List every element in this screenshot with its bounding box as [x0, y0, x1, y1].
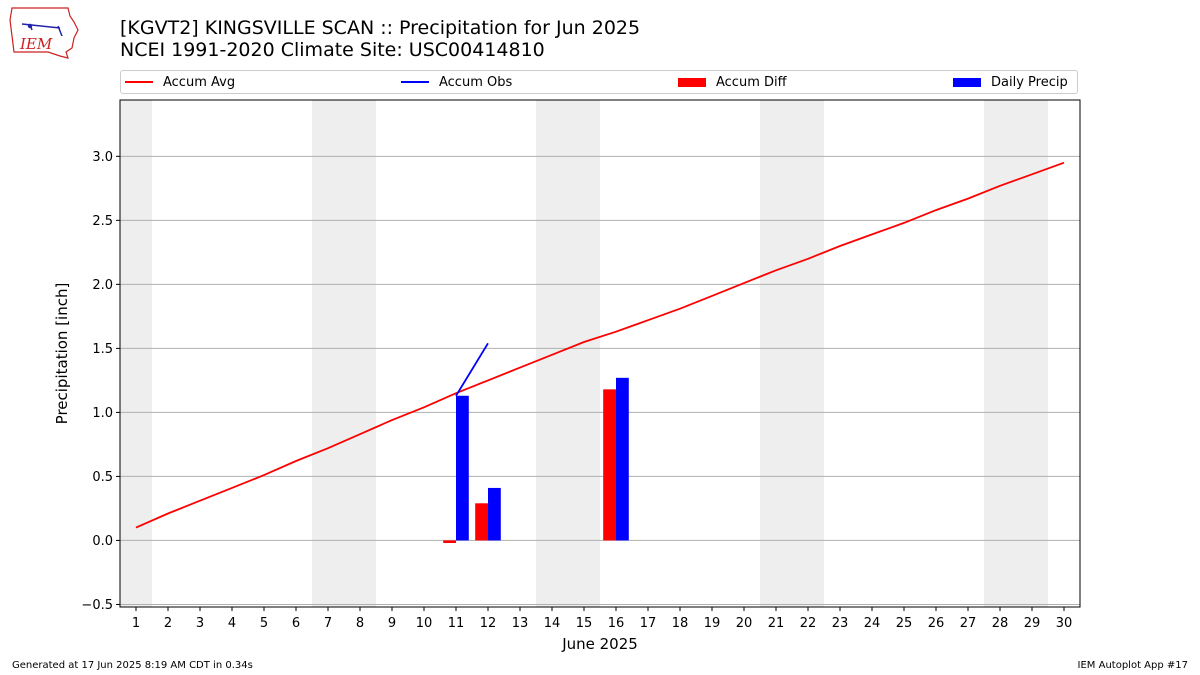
- bar-accum-diff-12: [475, 503, 488, 541]
- x-tick-label-28: 28: [992, 616, 1009, 631]
- y-tick-label-1: 0.0: [92, 534, 113, 549]
- x-tick-label-29: 29: [1024, 616, 1041, 631]
- legend: Accum Avg Accum Obs Accum Diff Daily Pre…: [120, 70, 1078, 94]
- y-tick-label-5: 2.0: [92, 278, 113, 293]
- x-tick-label-24: 24: [864, 616, 881, 631]
- weekend-band-1: [312, 100, 376, 607]
- y-tick-label-2: 0.5: [92, 470, 113, 485]
- x-tick-label-10: 10: [416, 616, 433, 631]
- line-accum-avg: [135, 161, 1065, 529]
- legend-label-accum-obs: Accum Obs: [439, 74, 513, 90]
- x-tick-label-21: 21: [768, 616, 785, 631]
- x-tick-label-7: 7: [324, 616, 332, 631]
- x-tick-label-1: 1: [132, 616, 140, 631]
- x-tick-label-6: 6: [292, 616, 300, 631]
- x-tick-label-12: 12: [480, 616, 497, 631]
- weekend-band-2: [536, 100, 600, 607]
- chart-title: [KGVT2] KINGSVILLE SCAN :: Precipitation…: [120, 17, 641, 39]
- y-tick-label-6: 2.5: [92, 214, 113, 229]
- x-tick-label-4: 4: [228, 616, 236, 631]
- legend-swatch-accum-avg: [125, 81, 153, 83]
- bar-accum-diff-11: [443, 540, 456, 543]
- weekend-band-3: [760, 100, 824, 607]
- x-tick-label-26: 26: [928, 616, 945, 631]
- x-tick-label-2: 2: [164, 616, 172, 631]
- plot-frame: [119, 99, 1081, 608]
- x-tick-label-25: 25: [896, 616, 913, 631]
- x-tick-label-23: 23: [832, 616, 849, 631]
- weekend-band-0: [120, 100, 152, 607]
- x-tick-label-9: 9: [388, 616, 396, 631]
- x-tick-label-3: 3: [196, 616, 204, 631]
- x-tick-label-30: 30: [1056, 616, 1073, 631]
- bar-daily-precip-11: [456, 395, 469, 541]
- legend-item-accum-avg: Accum Avg: [125, 73, 235, 91]
- line-accum-obs: [455, 342, 489, 397]
- y-tick-label-0: −0.5: [81, 598, 113, 613]
- x-tick-label-15: 15: [576, 616, 593, 631]
- x-tick-label-13: 13: [512, 616, 529, 631]
- footer-generated: Generated at 17 Jun 2025 8:19 AM CDT in …: [12, 660, 253, 671]
- y-axis-label: Precipitation [inch]: [53, 283, 71, 425]
- weekend-band-4: [984, 100, 1048, 607]
- legend-label-accum-avg: Accum Avg: [163, 74, 236, 90]
- y-tick-label-4: 1.5: [92, 342, 113, 357]
- x-tick-label-18: 18: [672, 616, 689, 631]
- x-tick-label-5: 5: [260, 616, 268, 631]
- footer-app: IEM Autoplot App #17: [1077, 660, 1188, 671]
- bar-daily-precip-16: [616, 377, 629, 541]
- chart-subtitle: NCEI 1991-2020 Climate Site: USC00414810: [120, 39, 545, 61]
- legend-item-accum-diff: Accum Diff: [678, 73, 787, 91]
- x-tick-label-17: 17: [640, 616, 657, 631]
- legend-swatch-accum-obs: [401, 81, 429, 83]
- iem-logo: IEM: [9, 7, 79, 59]
- x-axis-label: June 2025: [561, 635, 638, 653]
- x-tick-label-20: 20: [736, 616, 753, 631]
- y-tick-label-7: 3.0: [92, 150, 113, 165]
- x-tick-label-14: 14: [544, 616, 561, 631]
- legend-swatch-daily-precip: [953, 77, 981, 87]
- x-tick-label-27: 27: [960, 616, 977, 631]
- x-tick-label-22: 22: [800, 616, 817, 631]
- bar-daily-precip-12: [488, 487, 501, 541]
- legend-label-daily-precip: Daily Precip: [991, 74, 1068, 90]
- x-tick-label-16: 16: [608, 616, 625, 631]
- y-tick-label-3: 1.0: [92, 406, 113, 421]
- legend-swatch-accum-diff: [678, 77, 706, 87]
- x-tick-label-8: 8: [356, 616, 364, 631]
- logo-text: IEM: [19, 35, 53, 53]
- x-tick-label-11: 11: [448, 616, 465, 631]
- legend-item-accum-obs: Accum Obs: [401, 73, 512, 91]
- bar-accum-diff-16: [603, 389, 616, 541]
- legend-item-daily-precip: Daily Precip: [953, 73, 1068, 91]
- legend-label-accum-diff: Accum Diff: [716, 74, 787, 90]
- x-tick-label-19: 19: [704, 616, 721, 631]
